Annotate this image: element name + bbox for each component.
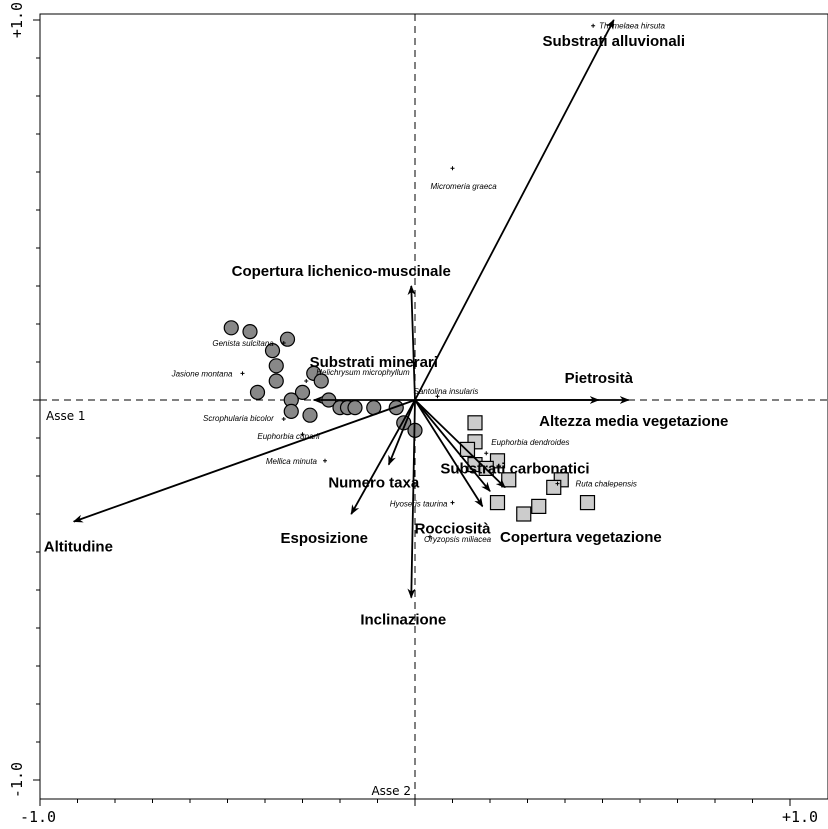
sample-circle [313, 373, 329, 389]
species-marker [281, 341, 286, 345]
vector-label: Copertura lichenico-muscinale [232, 263, 451, 280]
species-marker [555, 481, 560, 486]
vector-label: Pietrosità [565, 370, 634, 387]
env-vector [414, 19, 615, 401]
sample-square [459, 441, 476, 457]
species-layer [240, 23, 596, 539]
vector-label: Substrati carbonatici [440, 460, 589, 477]
env-vector [72, 399, 416, 523]
sample-square [516, 506, 532, 522]
sample-circle [294, 384, 311, 400]
vector-label: Substrati minerari [310, 354, 438, 371]
y-tick-label-min: -1.0 [8, 762, 26, 798]
x-tick-label-min: -1.0 [20, 808, 56, 826]
species-marker [484, 451, 489, 456]
sample-square [467, 415, 483, 431]
species-label: Thymelaea hirsuta [599, 22, 665, 31]
env-vector [350, 399, 416, 515]
y-tick-label-max: +1.0 [8, 2, 26, 38]
species-marker [304, 379, 309, 383]
sample-square [546, 479, 562, 495]
sample-square [489, 453, 506, 469]
text-layer: Substrati alluvionali Copertura lichenico… [44, 22, 729, 629]
vectors-layer [72, 19, 630, 599]
sample-circle [242, 324, 258, 340]
species-marker [300, 432, 305, 437]
species-marker [450, 166, 455, 171]
sample-circle [223, 320, 239, 336]
species-label: Hyoseris taurina [390, 500, 448, 509]
sample-circle [264, 343, 281, 359]
species-label: Mellica minuta [266, 457, 318, 466]
vector-label: Substrati alluvionali [542, 33, 685, 50]
x-tick-label-max: +1.0 [782, 808, 818, 826]
species-marker [591, 23, 596, 28]
sample-circle [302, 407, 318, 423]
plot-frame [39, 13, 828, 800]
env-vector [407, 399, 416, 599]
sample-circle [268, 373, 284, 389]
env-vector [387, 399, 416, 466]
species-label: Oryzopsis miliacea [424, 535, 492, 544]
axis-2-label: Asse 2 [371, 784, 411, 798]
species-marker [450, 500, 455, 505]
points-layer [223, 320, 596, 522]
species-label: Jasione montana [171, 369, 233, 378]
species-marker [240, 371, 245, 376]
species-label: Scrophularia bicolor [203, 414, 274, 423]
vector-label: Altitudine [44, 539, 113, 556]
sample-circle [283, 403, 299, 419]
vector-label: Altezza media vegetazione [539, 413, 728, 430]
species-label: Helichrysum microphyllum [316, 368, 410, 377]
species-label: Euphorbia cuparii [257, 432, 319, 441]
sample-circle [268, 358, 284, 374]
species-label: Micromeria graeca [431, 182, 498, 191]
env-vector [414, 399, 491, 492]
sample-circle [279, 331, 296, 347]
species-label: Genista sulcitana [212, 339, 274, 348]
env-vector [414, 399, 506, 489]
axes-layer: -1.0 +1.0 +1.0 -1.0 Asse 1 Asse 2 [8, 2, 828, 826]
vector-label: Esposizione [280, 530, 368, 547]
sample-square [531, 498, 547, 514]
species-label: Euphorbia dendroides [491, 438, 569, 447]
species-marker [281, 417, 286, 421]
species-label: Ruta chalepensis [576, 480, 637, 489]
env-vector [407, 285, 416, 401]
sample-circle [249, 384, 266, 400]
env-vector [414, 399, 484, 508]
sample-square [489, 495, 506, 511]
vector-label: Rocciosità [415, 520, 492, 537]
species-marker [428, 534, 432, 539]
vector-label: Inclinazione [360, 612, 446, 629]
sample-square [579, 495, 596, 511]
species-marker [323, 458, 327, 463]
axis-1-label: Asse 1 [46, 409, 86, 423]
sample-circle [347, 400, 363, 416]
vector-label: Numero taxa [328, 475, 420, 492]
vector-label: Copertura vegetazione [500, 529, 662, 546]
species-label: Santolina insularis [414, 387, 479, 396]
species-marker [435, 394, 440, 399]
